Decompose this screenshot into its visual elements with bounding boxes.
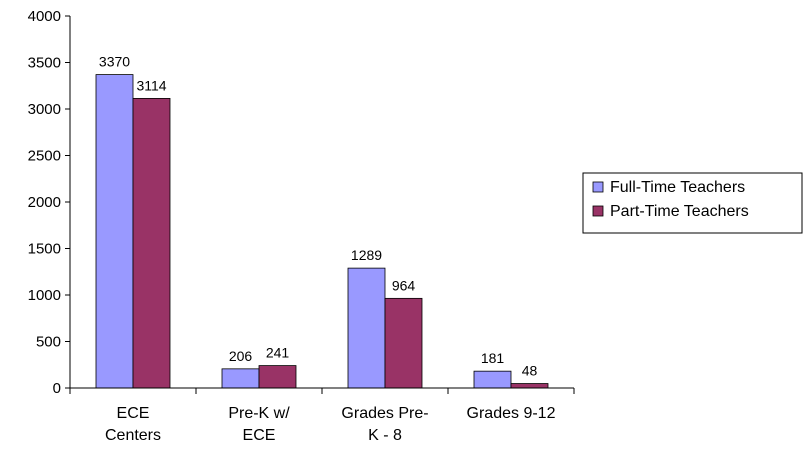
bar-part-time — [384, 297, 423, 389]
x-axis-labels: ECE Centers Pre-K w/ECE Grades Pre- K - 8 Gra… — [105, 405, 556, 444]
data-label: 181 — [481, 350, 505, 366]
data-labels: 3370 3114 206 241 1289 964 181 48 — [99, 54, 538, 379]
legend: Full-Time Teachers Part-Time Teachers — [582, 172, 803, 234]
bar-part-time — [132, 97, 171, 389]
y-tick-label: 4000 — [28, 8, 61, 25]
y-tick-label: 0 — [53, 380, 61, 397]
bar-part-time — [258, 365, 297, 389]
y-tick-label: 2000 — [28, 194, 61, 211]
axes — [69, 16, 575, 394]
y-tick-label: 1500 — [28, 241, 61, 258]
y-tick-label: 3000 — [28, 101, 61, 118]
x-category-label: Grades 9-12 — [467, 405, 556, 422]
y-tick-label: 2500 — [28, 148, 61, 165]
legend-swatch — [592, 205, 604, 217]
data-label: 48 — [522, 363, 538, 379]
x-category-label: ECE — [243, 427, 276, 444]
legend-swatch — [592, 181, 604, 193]
x-category-label: Centers — [105, 427, 161, 444]
data-label: 1289 — [351, 247, 382, 263]
y-tick-label: 1000 — [28, 287, 61, 304]
legend-box — [582, 172, 803, 234]
data-label: 206 — [229, 348, 253, 364]
data-label: 3114 — [136, 77, 166, 93]
bar-full-time — [95, 74, 134, 389]
bar-part-time — [510, 383, 549, 389]
bar-full-time — [473, 370, 512, 389]
y-axis-ticks: 0 500 1000 1500 2000 2500 3000 3500 4000 — [28, 8, 70, 397]
legend-label: Full-Time Teachers — [610, 179, 745, 196]
bars — [95, 74, 549, 389]
x-category-label: ECE — [117, 405, 150, 422]
data-label: 241 — [266, 345, 290, 361]
x-category-label: Grades Pre- — [341, 405, 428, 422]
data-label: 964 — [392, 277, 416, 293]
x-category-label: Pre-K w/ — [228, 405, 290, 422]
y-tick-label: 500 — [36, 334, 61, 351]
legend-label: Part-Time Teachers — [610, 203, 749, 220]
bar-full-time — [347, 267, 386, 389]
y-tick-label: 3500 — [28, 55, 61, 72]
x-category-label: K - 8 — [368, 427, 402, 444]
data-label: 3370 — [99, 54, 130, 70]
bar-full-time — [221, 368, 260, 389]
